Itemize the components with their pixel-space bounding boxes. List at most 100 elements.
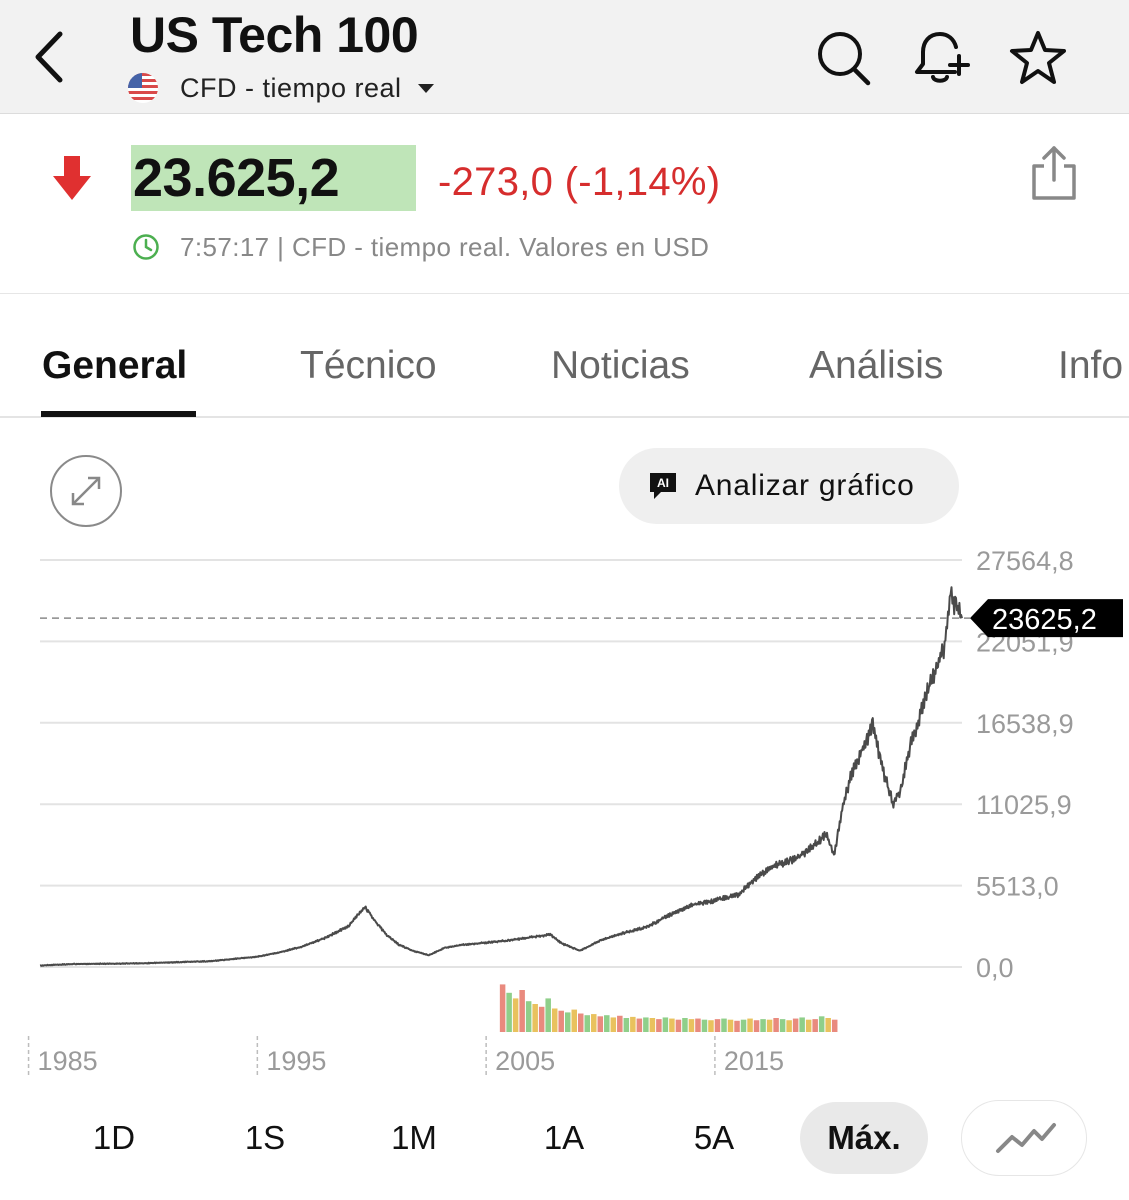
arrow-down-icon <box>53 156 91 200</box>
volume-bar <box>506 992 512 1032</box>
volume-bar <box>675 1019 682 1032</box>
volume-bar <box>753 1020 760 1032</box>
current-price-label: 23625,2 <box>992 604 1097 636</box>
volume-bar <box>643 1017 649 1032</box>
y-tick-label: 11025,9 <box>976 790 1072 820</box>
star-icon[interactable] <box>1008 28 1068 88</box>
expand-chart-button[interactable] <box>50 455 122 527</box>
y-tick-label: 5513,0 <box>976 872 1059 902</box>
tab-general[interactable]: General <box>42 344 188 387</box>
range-1s-button[interactable]: 1S <box>244 1119 286 1156</box>
x-tick-label: 1995 <box>266 1046 326 1076</box>
range-1d-button[interactable]: 1D <box>92 1119 136 1156</box>
range-1a-button[interactable]: 1A <box>543 1119 585 1156</box>
volume-bar <box>538 1006 545 1032</box>
y-tick-label: 0,0 <box>976 953 1014 983</box>
tab-bar: General Técnico Noticias Análisis Info <box>0 294 1129 418</box>
volume-bar <box>825 1018 831 1032</box>
active-tab-indicator <box>41 411 196 417</box>
volume-bar <box>708 1020 714 1032</box>
volume-bar <box>558 1010 564 1032</box>
volume-bar <box>636 1018 643 1032</box>
x-tick-label: 2015 <box>724 1046 784 1076</box>
volume-bar <box>799 1017 805 1032</box>
volume-bar <box>532 1004 538 1032</box>
range-1m-button[interactable]: 1M <box>391 1119 437 1156</box>
y-tick-label: 27564,8 <box>976 546 1074 576</box>
analyze-chart-label: Analizar gráfico <box>695 469 915 502</box>
volume-bar <box>734 1020 740 1032</box>
volume-bar <box>617 1015 623 1032</box>
share-icon[interactable] <box>1028 144 1080 202</box>
volume-bar <box>512 998 519 1032</box>
price-line <box>39 586 963 967</box>
volume-bar <box>525 1001 532 1032</box>
volume-bar <box>812 1019 818 1032</box>
volume-bar <box>773 1018 779 1032</box>
volume-bar <box>604 1015 610 1032</box>
volume-bar <box>747 1018 753 1032</box>
volume-bar <box>630 1016 636 1032</box>
tab-analisis[interactable]: Análisis <box>809 344 944 387</box>
volume-bar <box>591 1014 597 1032</box>
volume-bar <box>584 1015 591 1032</box>
analyze-chart-button[interactable]: AI Analizar gráfico <box>619 448 959 524</box>
volume-bar <box>669 1018 675 1032</box>
market-type-label: CFD - tiempo real <box>180 72 402 103</box>
expand-icon <box>71 476 101 506</box>
tab-info[interactable]: Info <box>1058 344 1124 387</box>
volume-bar <box>610 1017 617 1032</box>
volume-bar <box>818 1016 825 1032</box>
volume-bar <box>571 1009 577 1032</box>
volume-bar <box>831 1019 838 1032</box>
last-price: 23.625,2 <box>131 145 416 211</box>
volume-bar <box>499 984 506 1032</box>
price-chart[interactable]: 0,05513,011025,916538,922051,927564,8198… <box>0 530 1129 1090</box>
back-icon[interactable] <box>30 28 70 86</box>
volume-bar <box>577 1013 584 1032</box>
volume-bar <box>662 1017 669 1032</box>
svg-text:AI: AI <box>657 476 669 490</box>
app-header: US Tech 100 CFD - tiempo real <box>0 0 1129 114</box>
price-change: -273,0 (-1,14%) <box>438 160 721 204</box>
chart-type-button[interactable] <box>961 1100 1087 1176</box>
instrument-title: US Tech 100 <box>130 7 419 63</box>
range-max-button[interactable]: Máx. <box>800 1102 928 1174</box>
x-tick-label: 1985 <box>38 1046 98 1076</box>
volume-bar <box>766 1019 773 1032</box>
volume-bar <box>545 998 551 1032</box>
volume-bar <box>649 1018 656 1032</box>
tab-tecnico[interactable]: Técnico <box>300 344 437 387</box>
volume-bar <box>682 1018 688 1032</box>
volume-bar <box>551 1008 558 1032</box>
volume-bar <box>519 990 525 1032</box>
market-selector[interactable]: CFD - tiempo real <box>128 70 434 106</box>
volume-bar <box>656 1019 662 1032</box>
search-icon[interactable] <box>813 28 873 88</box>
volume-bar <box>727 1019 734 1032</box>
current-price-tag <box>970 599 1123 638</box>
quote-panel: 23.625,2 -273,0 (-1,14%) 7:57:17 | CFD -… <box>0 114 1129 294</box>
quote-timestamp: 7:57:17 | CFD - tiempo real. Valores en … <box>132 230 709 264</box>
timestamp-text: 7:57:17 | CFD - tiempo real. Valores en … <box>180 231 710 262</box>
y-tick-label: 16538,9 <box>976 709 1074 739</box>
volume-bar <box>597 1016 604 1032</box>
x-tick-label: 2005 <box>495 1046 555 1076</box>
volume-bar <box>721 1018 727 1032</box>
volume-bar <box>786 1020 792 1032</box>
volume-bar <box>623 1018 630 1032</box>
range-5a-button[interactable]: 5A <box>693 1119 735 1156</box>
line-chart-icon <box>996 1123 1056 1153</box>
volume-bar <box>688 1019 695 1032</box>
bell-plus-icon[interactable] <box>910 28 970 88</box>
chevron-down-icon <box>417 83 434 93</box>
volume-bar <box>701 1019 708 1032</box>
volume-bar <box>564 1012 571 1032</box>
volume-bar <box>740 1019 747 1032</box>
volume-bar <box>792 1018 799 1032</box>
tab-noticias[interactable]: Noticias <box>551 344 690 387</box>
volume-bar <box>714 1019 721 1032</box>
volume-bar <box>805 1019 812 1032</box>
us-flag-icon <box>128 73 158 103</box>
volume-bar <box>760 1019 766 1032</box>
